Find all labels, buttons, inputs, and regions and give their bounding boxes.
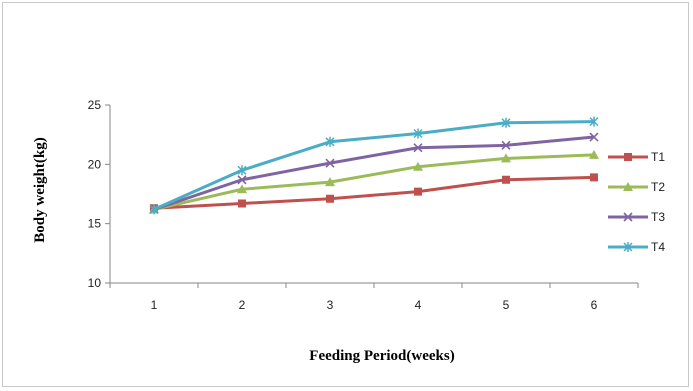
legend-item: T1 (608, 150, 665, 164)
data-point-star (623, 242, 633, 252)
data-point-square (502, 175, 510, 184)
data-point-triangle (237, 184, 247, 194)
series-line (153, 135, 595, 211)
data-point-star (413, 128, 423, 139)
data-point-triangle (325, 177, 335, 187)
x-tick-label: 3 (327, 298, 334, 312)
data-point-triangle (589, 149, 599, 159)
y-axis-title: Body weight(kg) (32, 137, 48, 242)
legend-item: T4 (608, 240, 665, 254)
data-point-star (149, 204, 159, 215)
data-point-triangle (501, 153, 511, 163)
y-tick-labels: 10 15 20 25 (88, 98, 102, 290)
data-point-x (413, 143, 423, 153)
legend: T1 T2 T3 T4 (608, 150, 665, 254)
data-point-star (325, 136, 335, 147)
y-tick-label: 10 (88, 276, 102, 290)
legend-item: T3 (608, 210, 665, 224)
series-line (153, 120, 595, 211)
chart-frame (2, 2, 689, 387)
series-line (153, 153, 595, 211)
x-tick-labels: 1 2 3 4 5 6 (151, 298, 598, 312)
data-point-square (590, 173, 598, 182)
data-point-x (237, 175, 247, 185)
data-point-x (623, 212, 633, 222)
series-t4 (149, 116, 599, 215)
series-t1 (150, 173, 598, 213)
data-point-x (501, 140, 511, 150)
data-point-square (238, 199, 246, 208)
legend-label: T2 (651, 180, 665, 194)
data-point-triangle (413, 161, 423, 171)
y-tick-label: 15 (88, 217, 102, 231)
data-point-x (589, 132, 599, 142)
legend-label: T3 (651, 210, 665, 224)
x-tick-label: 4 (415, 298, 422, 312)
x-tick-label: 2 (239, 298, 246, 312)
data-point-triangle (623, 182, 633, 191)
data-point-square (414, 187, 422, 196)
data-point-x (325, 158, 335, 168)
y-tick-label: 25 (88, 98, 102, 112)
data-point-square (624, 153, 632, 161)
y-tick-label: 20 (88, 157, 102, 171)
x-tick-label: 5 (503, 298, 510, 312)
legend-item: T2 (608, 180, 665, 194)
legend-label: T1 (651, 150, 665, 164)
x-axis-title: Feeding Period(weeks) (309, 348, 454, 364)
data-point-square (326, 194, 334, 203)
series-line (153, 175, 595, 210)
x-tick-label: 1 (151, 298, 158, 312)
axes (105, 104, 639, 288)
x-tick-label: 6 (591, 298, 598, 312)
series-t3 (149, 132, 599, 214)
data-point-star (237, 165, 247, 176)
data-point-star (501, 117, 511, 128)
legend-label: T4 (651, 240, 665, 254)
series-group (149, 116, 599, 215)
data-point-star (589, 116, 599, 127)
